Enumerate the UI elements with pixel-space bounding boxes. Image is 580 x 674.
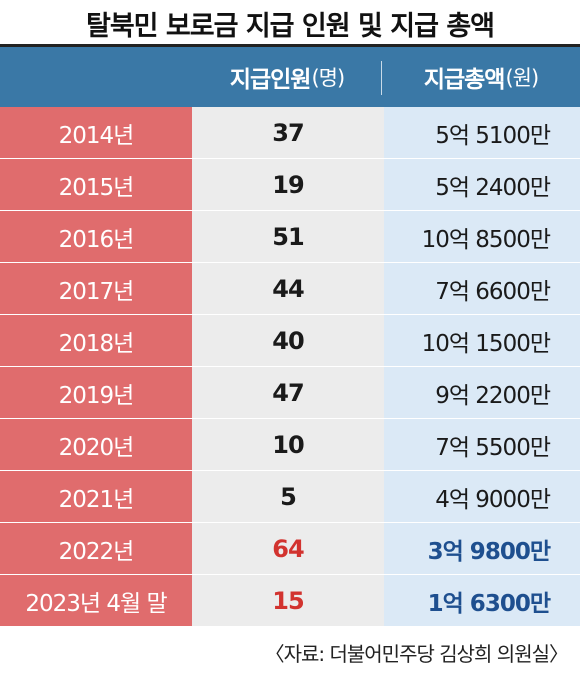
source-note: 〈자료: 더불어민주당 김상희 의원실〉 <box>264 641 569 666</box>
amount-cell: 10억 1500만 <box>384 315 580 367</box>
table-row: 2015년 19 5억 2400만 <box>0 159 580 211</box>
row-divider <box>0 522 580 523</box>
count-cell: 37 <box>192 107 384 159</box>
title-divider <box>0 44 580 47</box>
year-cell: 2017년 <box>0 263 192 315</box>
amount-cell: 1억 6300만 <box>384 575 580 627</box>
header-count-label: 지급인원 <box>229 67 312 93</box>
year-cell: 2020년 <box>0 419 192 471</box>
year-cell: 2018년 <box>0 315 192 367</box>
row-divider <box>0 210 580 211</box>
header-amount-unit: (원) <box>505 66 539 90</box>
table-row: 2023년 4월 말 15 1억 6300만 <box>0 575 580 627</box>
header-amount-label: 지급총액 <box>423 67 506 93</box>
amount-cell: 7억 5500만 <box>384 419 580 471</box>
amount-cell: 10억 8500만 <box>384 211 580 263</box>
count-cell: 47 <box>192 367 384 419</box>
year-cell: 2014년 <box>0 107 192 159</box>
row-divider <box>0 418 580 419</box>
year-cell: 2021년 <box>0 471 192 523</box>
count-cell: 51 <box>192 211 384 263</box>
year-cell: 2023년 4월 말 <box>0 575 192 627</box>
table-header: 지급인원 (명) 지급총액 (원) <box>0 47 580 107</box>
row-divider <box>0 262 580 263</box>
row-divider <box>0 314 580 315</box>
count-cell: 19 <box>192 159 384 211</box>
header-amount: 지급총액 (원) <box>382 47 580 107</box>
table-row: 2022년 64 3억 9800만 <box>0 523 580 575</box>
count-cell: 64 <box>192 523 384 575</box>
amount-cell: 3억 9800만 <box>384 523 580 575</box>
row-divider <box>0 626 580 627</box>
count-cell: 40 <box>192 315 384 367</box>
table-row: 2021년 5 4억 9000만 <box>0 471 580 523</box>
row-divider <box>0 574 580 575</box>
year-cell: 2016년 <box>0 211 192 263</box>
header-separator <box>381 61 382 95</box>
row-divider <box>0 366 580 367</box>
amount-cell: 5억 5100만 <box>384 107 580 159</box>
table-row: 2020년 10 7억 5500만 <box>0 419 580 471</box>
amount-cell: 9억 2200만 <box>384 367 580 419</box>
count-cell: 10 <box>192 419 384 471</box>
count-cell: 5 <box>192 471 384 523</box>
amount-cell: 4억 9000만 <box>384 471 580 523</box>
chart-title: 탈북민 보로금 지급 인원 및 지급 총액 <box>86 10 495 42</box>
year-cell: 2022년 <box>0 523 192 575</box>
table-row: 2018년 40 10억 1500만 <box>0 315 580 367</box>
header-count-unit: (명) <box>311 66 345 90</box>
amount-cell: 5억 2400만 <box>384 159 580 211</box>
count-cell: 44 <box>192 263 384 315</box>
amount-cell: 7억 6600만 <box>384 263 580 315</box>
header-count: 지급인원 (명) <box>192 47 382 107</box>
row-divider <box>0 158 580 159</box>
table-row: 2014년 37 5억 5100만 <box>0 107 580 159</box>
count-cell: 15 <box>192 575 384 627</box>
year-cell: 2015년 <box>0 159 192 211</box>
table-row: 2019년 47 9억 2200만 <box>0 367 580 419</box>
table-row: 2017년 44 7억 6600만 <box>0 263 580 315</box>
table-row: 2016년 51 10억 8500만 <box>0 211 580 263</box>
year-cell: 2019년 <box>0 367 192 419</box>
row-divider <box>0 470 580 471</box>
